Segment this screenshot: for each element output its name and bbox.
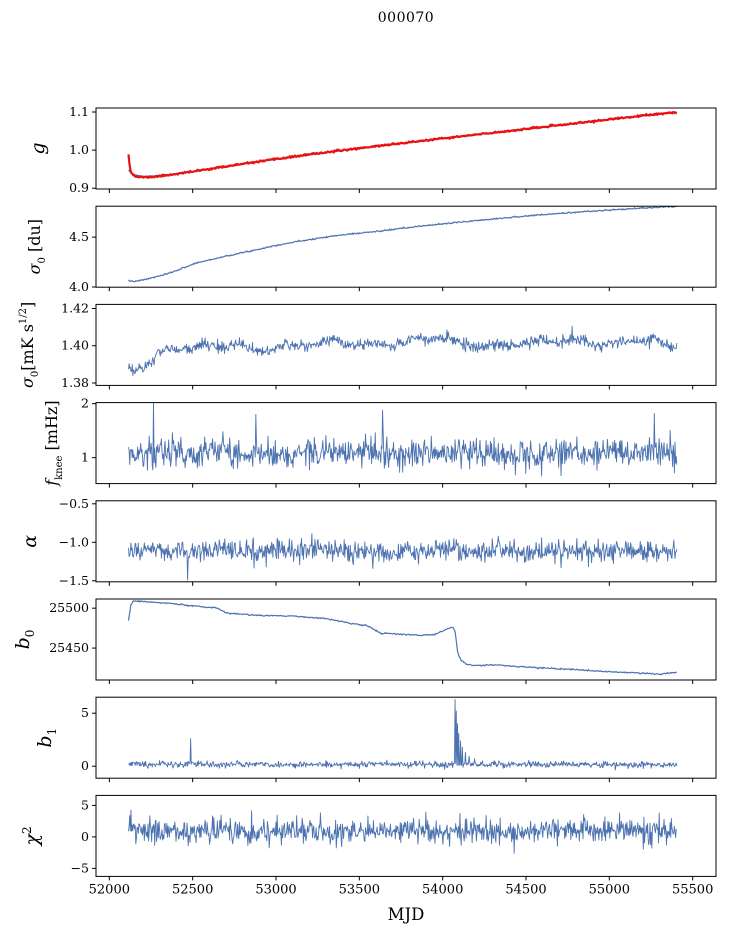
y-tick-label: 0.9 bbox=[69, 180, 89, 195]
y-axis-label-part: 1/2 bbox=[18, 308, 29, 324]
series-b1-slope bbox=[128, 698, 678, 771]
y-axis-label-part: f bbox=[42, 477, 61, 487]
y-tick-label: 1.38 bbox=[61, 375, 89, 390]
y-axis-label-sigma0_mK: σ0[mK s1/2] bbox=[18, 302, 41, 388]
series-b0-baseline bbox=[127, 600, 678, 676]
y-tick-label: −1.5 bbox=[59, 573, 89, 588]
y-axis-label-part: σ bbox=[25, 262, 44, 274]
y-axis-label-b0: b0 bbox=[12, 630, 37, 650]
y-axis-label-g: g bbox=[27, 142, 49, 154]
x-tick-label: 54000 bbox=[422, 882, 463, 897]
panel-alpha-series bbox=[128, 533, 678, 581]
panel-sigma0_du-series bbox=[128, 206, 678, 283]
y-tick-label: −5 bbox=[71, 860, 89, 875]
plot-title: 000070 bbox=[377, 10, 435, 26]
y-tick-label: 25450 bbox=[49, 640, 89, 655]
panel-f_knee-series bbox=[128, 402, 678, 477]
y-tick-label: 2 bbox=[81, 396, 89, 411]
panel-g-series bbox=[127, 110, 678, 179]
y-tick-label: 1.0 bbox=[69, 142, 89, 157]
panel-alpha-border bbox=[95, 500, 717, 583]
panel-chi2-border bbox=[95, 794, 717, 877]
series-g-gain-model bbox=[127, 110, 678, 179]
y-tick-label: 0 bbox=[81, 758, 89, 773]
y-tick-label: 4.5 bbox=[69, 229, 89, 244]
x-tick-label: 55000 bbox=[589, 882, 630, 897]
y-axis-label-part: knee bbox=[54, 455, 65, 479]
y-axis-label-part: [du] bbox=[25, 219, 44, 257]
panel-f_knee-border bbox=[95, 402, 717, 485]
y-axis-label-part: ] bbox=[18, 302, 37, 308]
series-sigma0-mK bbox=[128, 325, 678, 376]
y-tick-label: 1.1 bbox=[69, 104, 89, 119]
x-axis-label: MJD bbox=[388, 905, 425, 924]
panel-chi2-series bbox=[128, 809, 678, 854]
series-chi2 bbox=[128, 809, 678, 854]
x-tick-label: 52000 bbox=[89, 882, 130, 897]
x-tick-label: 53500 bbox=[339, 882, 380, 897]
y-axis-label-part: g bbox=[27, 142, 49, 154]
panel-b0-series bbox=[127, 600, 678, 676]
y-axis-label-part: α bbox=[19, 535, 41, 548]
panel-sigma0_mK-border bbox=[95, 303, 717, 386]
series-f-knee bbox=[128, 402, 678, 477]
y-axis-label-b1: b1 bbox=[34, 728, 59, 748]
panel-g-border bbox=[95, 107, 717, 190]
panel-sigma0_mK-series bbox=[128, 325, 678, 376]
panel-b1-series bbox=[128, 698, 678, 771]
y-tick-label: 1.42 bbox=[61, 300, 89, 315]
y-axis-label-sigma0_du: σ0 [du] bbox=[25, 219, 48, 274]
panel-sigma0_du-border bbox=[95, 205, 717, 288]
y-axis-label-part: 0 bbox=[23, 630, 37, 638]
y-tick-label: 0 bbox=[81, 829, 89, 844]
y-axis-label-part: b bbox=[12, 637, 34, 649]
y-axis-label-part: σ bbox=[18, 376, 37, 388]
y-tick-label: 5 bbox=[81, 705, 89, 720]
y-axis-label-chi2: χ2 bbox=[20, 826, 43, 847]
y-axis-label-f_knee: fknee [mHz] bbox=[42, 400, 65, 486]
y-axis-label-part: 1 bbox=[45, 728, 59, 736]
y-axis-label-part: [mHz] bbox=[42, 400, 61, 455]
y-axis-label-part: χ bbox=[21, 832, 43, 847]
y-axis-label-alpha: α bbox=[19, 535, 41, 548]
y-axis-label-part: [mK s bbox=[18, 324, 37, 371]
series-alpha bbox=[128, 533, 678, 581]
y-tick-label: −1.0 bbox=[59, 534, 89, 549]
y-tick-label: −0.5 bbox=[59, 496, 89, 511]
x-tick-label: 54500 bbox=[505, 882, 546, 897]
y-tick-label: 5 bbox=[81, 797, 89, 812]
y-tick-label: 1.40 bbox=[61, 338, 89, 353]
panel-b1-border bbox=[95, 696, 717, 779]
y-axis-label-part: 0 bbox=[37, 257, 48, 263]
y-axis-label-part: b bbox=[34, 735, 56, 747]
x-tick-label: 53000 bbox=[255, 882, 296, 897]
y-axis-label-part: 2 bbox=[20, 826, 34, 834]
y-tick-label: 1 bbox=[81, 450, 89, 465]
x-tick-label: 55500 bbox=[672, 882, 713, 897]
x-tick-label: 52500 bbox=[172, 882, 213, 897]
y-tick-label: 25500 bbox=[49, 600, 89, 615]
series-sigma0-du bbox=[128, 206, 678, 283]
panel-b0-border bbox=[95, 598, 717, 681]
y-axis-label-part: 0 bbox=[30, 371, 41, 377]
y-tick-label: 4.0 bbox=[69, 279, 89, 294]
